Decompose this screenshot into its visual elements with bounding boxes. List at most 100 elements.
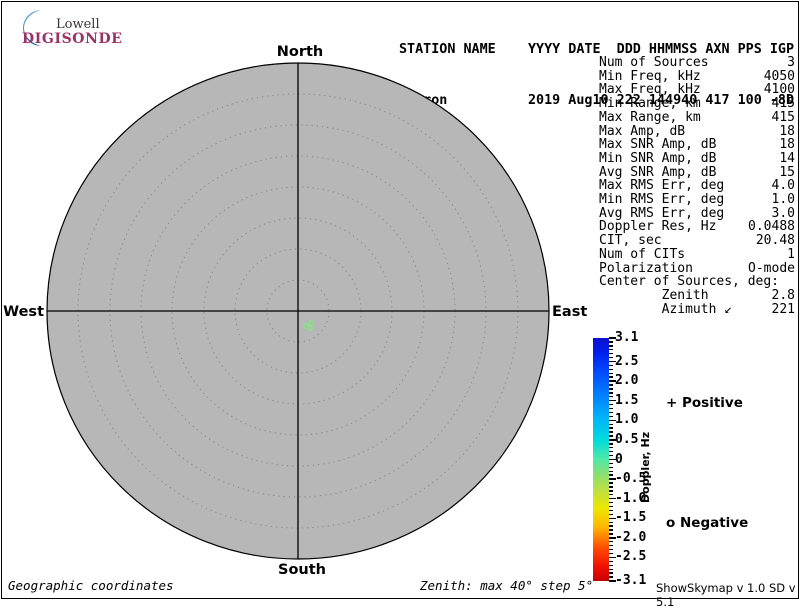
- stat-value: 3: [787, 55, 795, 70]
- stat-label: Max Amp, dB: [599, 123, 686, 139]
- colorbar-major-tick: [609, 439, 616, 441]
- stat-row: Max Range, km 415: [599, 111, 795, 125]
- stat-label: Min SNR Amp, dB: [599, 150, 717, 166]
- stat-row: Max RMS Err, deg 4.0: [599, 179, 795, 193]
- stat-value: 2.8: [771, 287, 795, 303]
- colorbar-major-tick: [609, 497, 616, 500]
- colorbar-minor-tick: [609, 521, 613, 523]
- colorbar-minor-tick: [609, 431, 613, 433]
- colorbar-minor-tick: [609, 407, 613, 410]
- stat-label: Max Freq, kHz: [599, 82, 701, 98]
- colorbar-tick-label: 0.5: [615, 432, 639, 448]
- colorbar-minor-tick: [609, 494, 613, 496]
- colorbar-minor-tick: [609, 411, 613, 414]
- colorbar-minor-tick: [609, 533, 613, 535]
- stat-row: CIT, sec 20.48: [599, 234, 795, 248]
- stat-value: 18: [779, 123, 795, 139]
- logo-text-digisonde: DIGISONDE: [22, 31, 123, 47]
- stats-panel: Num of Sources 3 Min Freq, kHz 4050 Max Freq…: [599, 56, 795, 316]
- stat-label: Azimuth ↙: [599, 301, 733, 317]
- colorbar-axis-label: Doppler, Hz: [639, 431, 652, 503]
- circle-marker-icon: o: [666, 515, 676, 531]
- colorbar-tick-label: 1.5: [615, 392, 639, 408]
- compass-label-east: East: [552, 304, 588, 320]
- colorbar-minor-tick: [609, 560, 613, 563]
- station-header: STATION NAME YYYY DATE DDD HHMMSS AXN PP…: [399, 7, 794, 126]
- colorbar-tick-label: -0.5: [615, 471, 647, 487]
- colorbar-minor-tick: [609, 545, 613, 547]
- colorbar-minor-tick: [609, 486, 613, 488]
- colorbar-minor-tick: [609, 415, 613, 418]
- stat-value: 0.0488: [748, 219, 795, 235]
- colorbar-major-tick: [609, 419, 616, 421]
- stat-row: Center of Sources, deg:: [599, 275, 795, 289]
- stat-value: 221: [771, 301, 795, 317]
- stat-row: Max SNR Amp, dB 18: [599, 138, 795, 152]
- legend-positive-label: Positive: [682, 395, 743, 411]
- colorbar-tick-label: 2.5: [615, 353, 639, 369]
- colorbar-tick-label: -1.5: [615, 510, 647, 526]
- colorbar-minor-tick: [609, 490, 613, 492]
- stat-label: Doppler Res, Hz: [599, 219, 717, 235]
- colorbar-minor-tick: [609, 541, 613, 543]
- colorbar-minor-tick: [609, 576, 613, 578]
- colorbar-major-tick: [609, 400, 616, 402]
- stat-row: Min Freq, kHz 4050: [599, 69, 795, 84]
- stat-row: Min SNR Amp, dB 14: [599, 152, 795, 166]
- colorbar-tick-label: 0: [615, 451, 623, 467]
- colorbar-major-tick: [609, 517, 616, 519]
- colorbar-minor-tick: [609, 482, 613, 484]
- colorbar-minor-tick: [609, 364, 613, 367]
- stat-row: Avg SNR Amp, dB 15: [599, 164, 795, 180]
- stat-label: Avg SNR Amp, dB: [599, 164, 717, 180]
- compass-label-north: North: [276, 44, 324, 60]
- stat-value: O-mode: [748, 260, 795, 276]
- colorbar-minor-tick: [609, 529, 613, 531]
- stat-value: 1.0: [771, 192, 795, 208]
- stat-label: Polarization: [599, 260, 693, 276]
- colorbar-minor-tick: [609, 396, 613, 398]
- colorbar-major-tick: [609, 360, 616, 363]
- stat-label: Num of Sources: [599, 55, 709, 70]
- compass-label-south: South: [278, 562, 326, 578]
- stat-label: Avg RMS Err, deg: [599, 205, 725, 221]
- stat-value: 415: [771, 96, 795, 112]
- colorbar-minor-tick: [609, 345, 613, 347]
- colorbar-minor-tick: [609, 470, 613, 472]
- source-marker: [307, 325, 313, 331]
- version-label: ShowSkymap v 1.0 SD v 5.1: [656, 581, 796, 609]
- stat-value: 3.0: [771, 205, 795, 221]
- stat-value: 4.0: [771, 178, 795, 194]
- plus-marker-icon: +: [666, 395, 678, 411]
- legend-negative: o Negative: [666, 515, 748, 531]
- stat-label: Center of Sources, deg:: [599, 274, 780, 290]
- coordinates-label: Geographic coordinates: [8, 578, 174, 593]
- stat-label: Min RMS Err, deg: [599, 192, 725, 208]
- colorbar-tick-label: -2.0: [615, 530, 647, 546]
- colorbar-minor-tick: [609, 403, 613, 406]
- stat-label: Max RMS Err, deg: [599, 178, 725, 194]
- stat-label: Max Range, km: [599, 109, 701, 125]
- stat-row: Avg RMS Err, deg 3.0: [599, 207, 795, 221]
- colorbar-minor-tick: [609, 384, 613, 386]
- colorbar-minor-tick: [609, 509, 613, 512]
- legend-positive: + Positive: [666, 395, 743, 411]
- colorbar-minor-tick: [609, 392, 613, 394]
- colorbar-major-tick: [609, 580, 616, 582]
- colorbar-minor-tick: [609, 435, 613, 437]
- stat-label: Zenith: [599, 287, 709, 303]
- stat-row: Doppler Res, Hz 0.0488: [599, 220, 795, 234]
- doppler-colorbar: [593, 338, 609, 581]
- colorbar-major-tick: [609, 537, 616, 539]
- source-marker: [308, 320, 314, 326]
- lowell-digisonde-logo: Lowell DIGISONDE: [8, 5, 128, 49]
- stat-row: Num of Sources 3: [599, 56, 795, 70]
- stat-label: Num of CITs: [599, 246, 686, 262]
- stat-value: 1: [787, 246, 795, 262]
- colorbar-tick-label: -1.0: [615, 490, 647, 506]
- colorbar-minor-tick: [609, 388, 613, 390]
- colorbar-minor-tick: [609, 450, 613, 453]
- logo-text-lowell: Lowell: [56, 17, 100, 32]
- colorbar-major-tick: [609, 380, 616, 382]
- colorbar-tick-label: -3.1: [615, 573, 647, 589]
